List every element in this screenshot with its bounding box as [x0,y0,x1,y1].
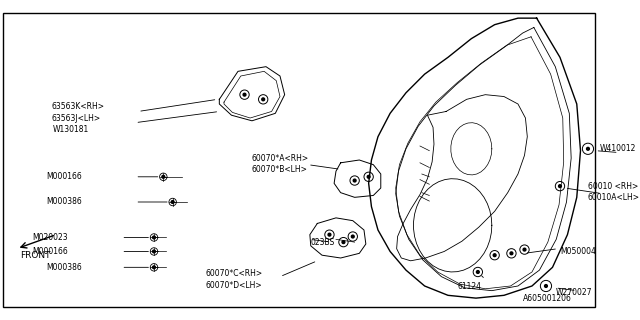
Circle shape [493,254,496,257]
Text: M000386: M000386 [47,197,83,206]
Circle shape [152,250,156,253]
Circle shape [172,201,174,204]
Text: W270027: W270027 [556,288,592,297]
Circle shape [545,284,547,287]
Text: A605001206: A605001206 [523,294,572,303]
Circle shape [353,179,356,182]
Text: FRONT: FRONT [20,251,51,260]
Circle shape [510,252,513,255]
Circle shape [342,241,345,244]
Circle shape [559,185,561,188]
Circle shape [243,93,246,96]
Text: 63563J<LH>: 63563J<LH> [51,114,100,123]
Text: 60070*A<RH>: 60070*A<RH> [252,154,309,163]
Text: 60010 <RH>: 60010 <RH> [588,182,638,191]
Text: W410012: W410012 [600,144,636,153]
Circle shape [523,248,526,251]
Text: 63563K<RH>: 63563K<RH> [51,102,104,111]
Text: 60070*D<LH>: 60070*D<LH> [205,281,262,290]
Text: W130181: W130181 [53,125,90,134]
Circle shape [262,98,264,101]
Circle shape [476,271,479,273]
Text: 023BS: 023BS [311,238,335,247]
Circle shape [162,175,164,178]
Circle shape [152,266,156,269]
Circle shape [587,148,589,150]
Circle shape [351,235,354,238]
Text: 60070*C<RH>: 60070*C<RH> [205,269,262,278]
Text: 61124: 61124 [458,283,481,292]
Text: 60070*B<LH>: 60070*B<LH> [252,165,308,174]
Circle shape [152,236,156,239]
Text: M000166: M000166 [33,247,68,256]
Circle shape [367,175,370,178]
Text: 60010A<LH>: 60010A<LH> [588,193,640,202]
Text: M000166: M000166 [47,172,83,181]
Text: M020023: M020023 [33,233,68,242]
Text: M000386: M000386 [47,263,83,272]
Circle shape [328,233,331,236]
Text: M050004: M050004 [560,247,596,256]
